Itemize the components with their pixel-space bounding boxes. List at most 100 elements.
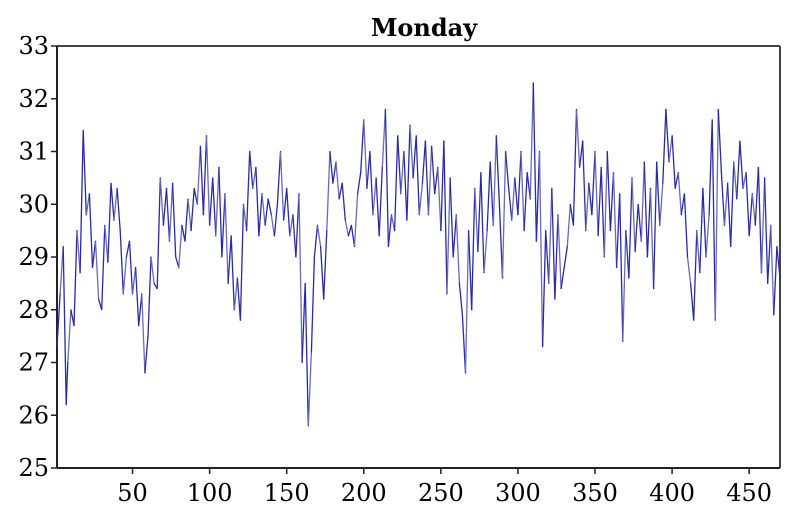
series-segment — [514, 177, 519, 215]
data-point — [406, 219, 408, 221]
data-point — [680, 214, 682, 216]
data-point — [249, 150, 251, 153]
series-segment — [702, 188, 707, 258]
plot-frame — [56, 45, 781, 469]
data-point — [82, 129, 84, 131]
y-tick-label: 32 — [18, 85, 49, 113]
y-tick-label: 33 — [18, 32, 49, 60]
data-point — [412, 177, 414, 179]
data-point — [702, 187, 704, 189]
series-segment — [477, 172, 482, 252]
series-segment — [113, 188, 118, 221]
data-point — [600, 166, 602, 168]
series-segment — [150, 256, 155, 284]
series-segment — [689, 283, 695, 321]
data-point — [458, 282, 460, 284]
data-point — [138, 325, 140, 327]
series-segment — [656, 161, 661, 226]
data-point — [400, 193, 402, 195]
series-segment — [760, 177, 766, 273]
data-point — [320, 245, 322, 248]
data-point — [594, 150, 596, 153]
series-segment — [717, 109, 723, 173]
data-point — [563, 266, 565, 269]
series-segment — [622, 230, 627, 342]
series-segment — [165, 188, 171, 242]
series-segment — [264, 198, 269, 226]
data-point — [347, 235, 349, 237]
data-point — [603, 256, 605, 258]
series-segment — [520, 151, 525, 231]
series-segment — [409, 125, 414, 178]
series-segment — [751, 193, 756, 226]
series-segment — [91, 241, 97, 268]
data-point — [764, 177, 766, 179]
data-point — [79, 272, 81, 274]
data-point — [585, 230, 587, 232]
series-segment — [344, 219, 350, 237]
series-segment — [107, 183, 112, 263]
series-segment — [301, 283, 306, 363]
series-segment — [329, 151, 334, 184]
data-point — [335, 161, 337, 163]
series-segment — [730, 161, 735, 247]
x-tick-label: 250 — [418, 479, 464, 507]
data-point — [94, 240, 97, 242]
series-segment — [116, 188, 121, 231]
series-segment — [258, 193, 263, 236]
series-segment — [242, 204, 248, 231]
data-point — [178, 266, 180, 269]
series-segment — [85, 193, 91, 215]
series-segment — [578, 140, 584, 168]
series-segment — [757, 167, 763, 273]
data-point — [665, 108, 667, 110]
series-segment — [110, 183, 115, 221]
series-segment — [141, 293, 146, 374]
series-segment — [128, 241, 134, 294]
series-segment — [316, 225, 322, 247]
series-segment — [671, 135, 676, 189]
series-segment — [572, 109, 578, 226]
series-segment — [776, 246, 781, 279]
series-segment — [286, 188, 291, 236]
series-segment — [726, 183, 732, 247]
series-segment — [461, 314, 467, 374]
data-point — [301, 361, 303, 364]
series-segment — [652, 161, 658, 289]
series-segment — [449, 177, 454, 258]
series-segment — [144, 336, 149, 374]
series-segment — [683, 193, 689, 258]
series-segment — [594, 151, 599, 236]
series-segment — [326, 151, 331, 231]
data-point — [495, 135, 497, 137]
data-point — [159, 177, 161, 179]
series-segment — [187, 198, 192, 231]
data-point — [656, 161, 658, 163]
data-point — [464, 372, 467, 374]
data-point — [637, 203, 639, 205]
series-segment — [736, 140, 741, 200]
series-segment — [122, 256, 128, 294]
series-segment — [680, 193, 686, 215]
series-segment — [557, 214, 562, 289]
series-segment — [588, 183, 593, 215]
series-segment — [76, 230, 81, 273]
data-point — [773, 314, 775, 316]
series-segment — [464, 230, 470, 374]
series-segment — [418, 183, 424, 215]
series-segment — [310, 256, 316, 353]
series-segment — [313, 225, 319, 258]
data-point — [125, 256, 127, 258]
data-point — [323, 298, 325, 300]
data-point — [276, 203, 278, 205]
series-segment — [94, 241, 100, 300]
data-point — [153, 282, 155, 284]
series-segment — [255, 167, 260, 236]
data-point — [705, 256, 707, 258]
data-point — [62, 245, 64, 248]
series-segment — [677, 172, 682, 215]
data-point — [59, 293, 61, 295]
data-point — [122, 293, 124, 295]
data-point — [353, 245, 356, 248]
data-point — [554, 298, 556, 300]
